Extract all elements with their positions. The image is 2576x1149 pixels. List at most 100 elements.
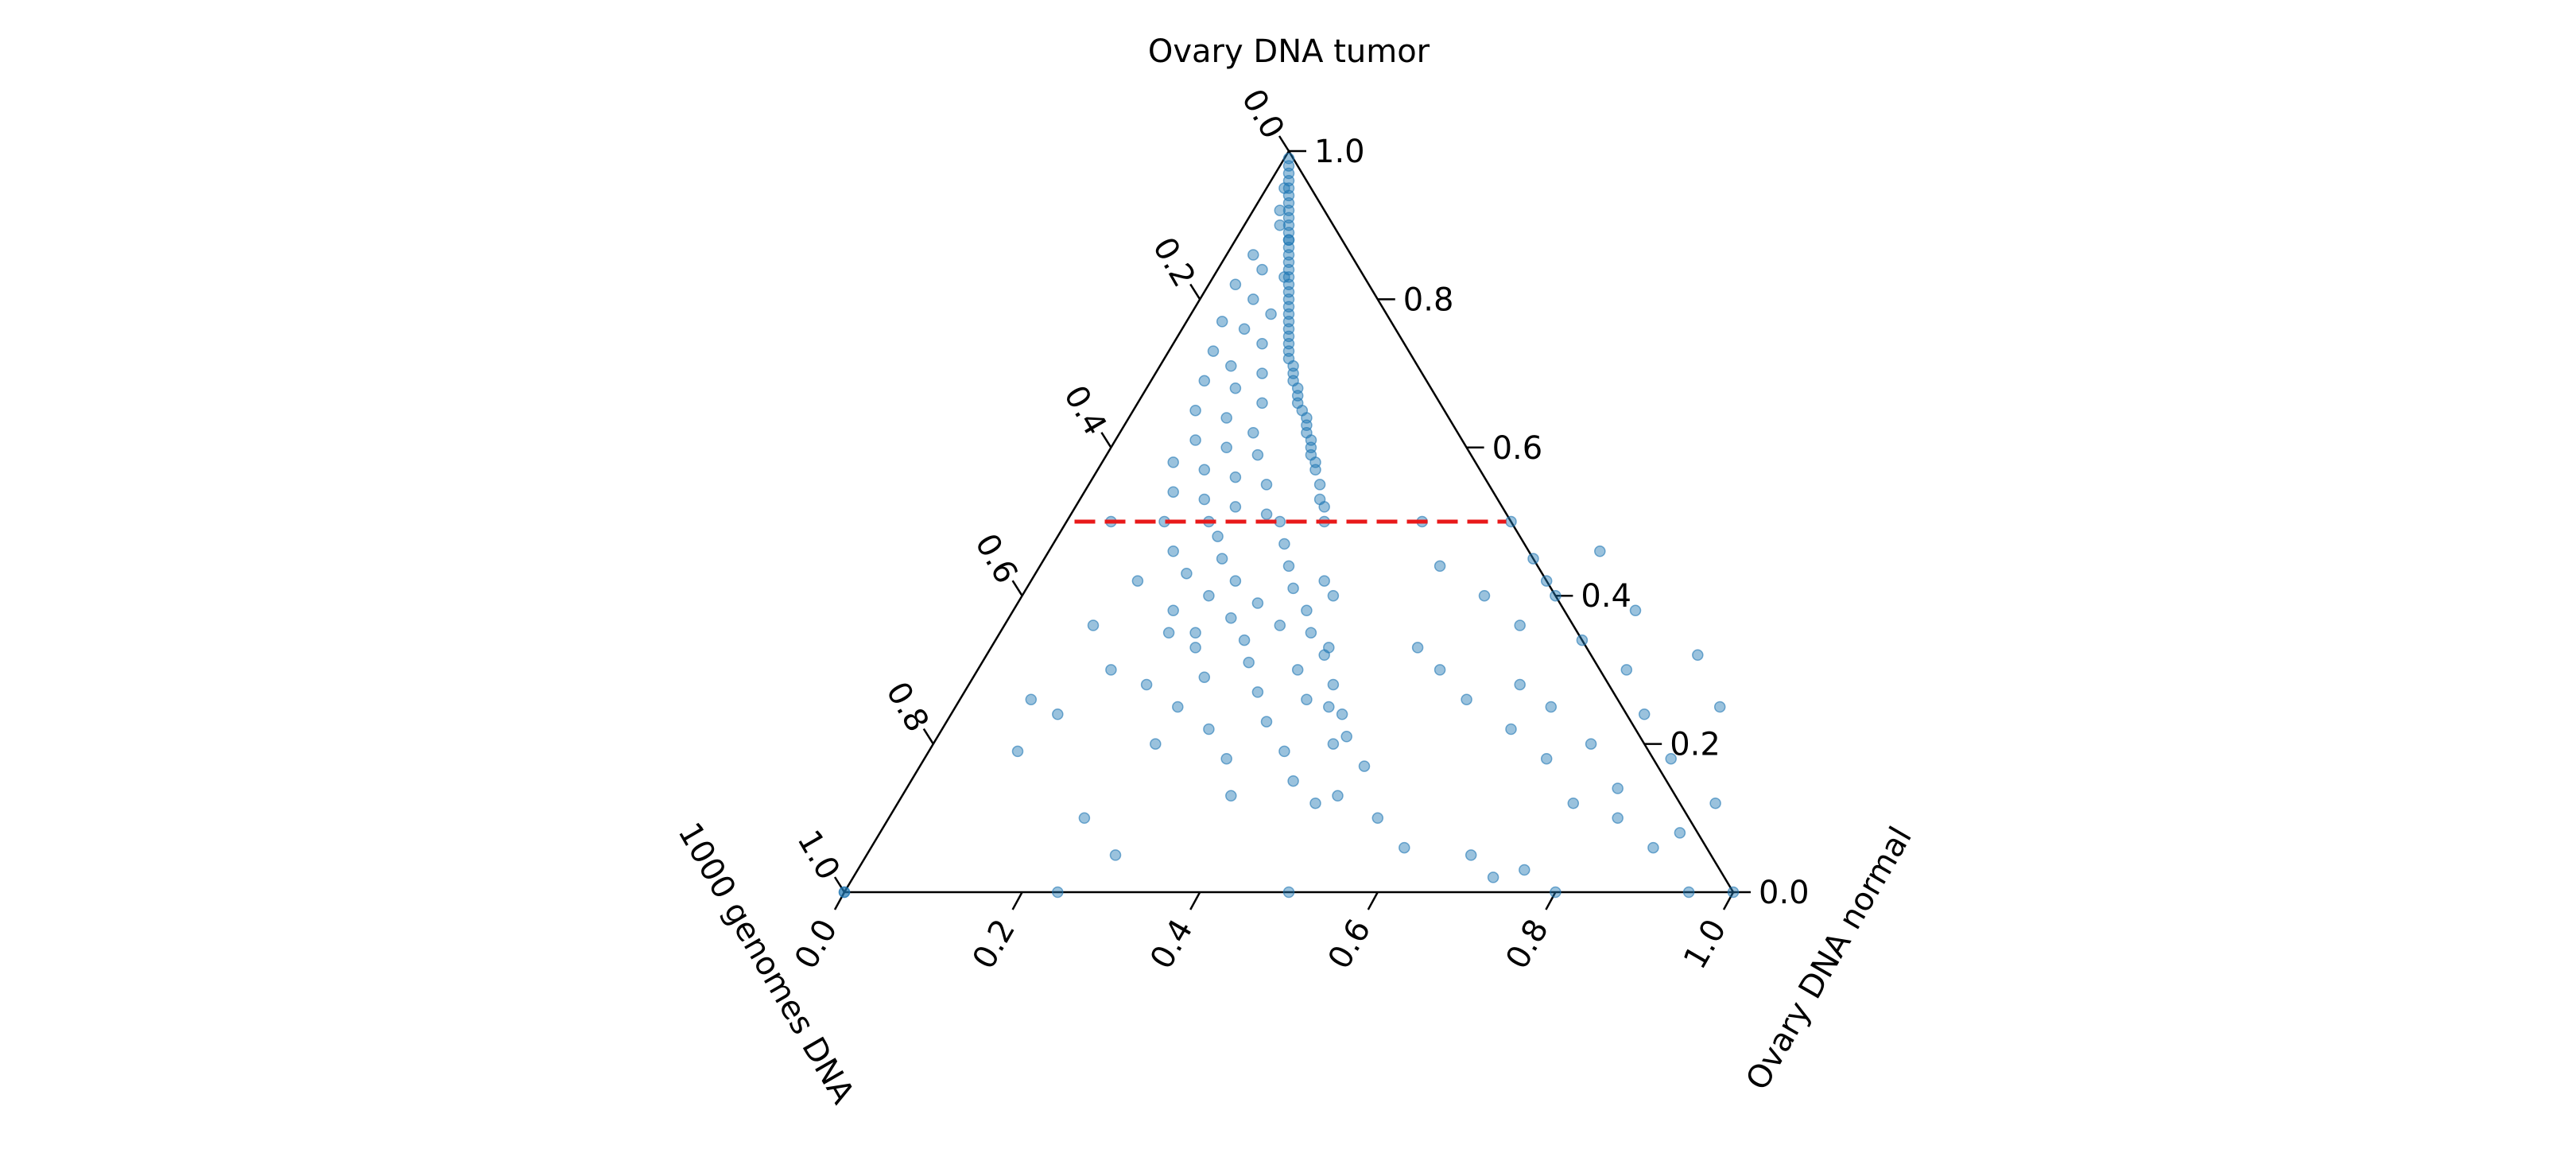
genomes-tick-mark (833, 876, 846, 893)
data-point (1282, 234, 1295, 246)
normal-tick-label: 0.6 (1321, 913, 1379, 975)
data-point (1550, 589, 1562, 602)
tumor-tick-label: 0.2 (1670, 727, 1721, 763)
data-point (1567, 797, 1580, 809)
normal-tick-label: 0.2 (966, 913, 1023, 975)
data-point (1505, 723, 1517, 736)
data-point (1274, 204, 1286, 216)
data-point (1327, 678, 1340, 691)
genomes-tick-label: 0.2 (1146, 231, 1203, 293)
tumor-tick-label: 0.6 (1492, 430, 1543, 467)
data-point (1612, 812, 1624, 825)
data-point (1278, 538, 1290, 550)
genomes-tick-label: 0.6 (968, 528, 1025, 590)
data-point (1301, 604, 1313, 617)
data-point (1238, 323, 1251, 335)
data-point (1140, 678, 1153, 691)
data-point (1545, 701, 1558, 713)
data-point (1189, 642, 1201, 654)
data-point (1247, 293, 1259, 305)
data-point (1189, 627, 1201, 639)
data-point (1433, 560, 1446, 573)
data-point (1087, 619, 1100, 631)
data-point (1647, 841, 1659, 854)
data-point (1274, 219, 1286, 231)
data-point (1674, 827, 1686, 839)
data-point (1327, 738, 1340, 750)
data-point (1225, 611, 1237, 624)
normal-tick-label: 0.4 (1143, 913, 1201, 975)
data-point (1340, 731, 1352, 743)
data-point (1167, 456, 1179, 468)
axis-labels: Ovary DNA tumor Ovary DNA normal 1000 ge… (670, 33, 1919, 1111)
data-point (1105, 664, 1117, 676)
data-point (1278, 182, 1290, 194)
data-point (1336, 708, 1348, 720)
data-point (1318, 501, 1330, 513)
data-point (1399, 841, 1410, 854)
data-point (1189, 404, 1201, 417)
data-point (1203, 589, 1215, 602)
data-point (1229, 278, 1242, 291)
data-point (1514, 619, 1526, 631)
tumor-tick-label: 0.4 (1581, 578, 1631, 615)
data-point (1247, 426, 1259, 439)
data-points (838, 153, 1740, 899)
data-point (1181, 567, 1193, 580)
genomes-tick-label: 0.8 (879, 676, 936, 738)
data-point (1620, 664, 1633, 676)
data-point (1025, 693, 1038, 705)
normal-tick-mark (1545, 891, 1557, 910)
data-point (1358, 760, 1371, 772)
data-point (1167, 545, 1179, 557)
data-point (1198, 671, 1211, 683)
data-point (1309, 464, 1321, 476)
data-point (1238, 634, 1251, 646)
data-point (1109, 849, 1122, 861)
normal-tick-label: 1.0 (1677, 913, 1734, 975)
genomes-tick-label: 0.4 (1057, 379, 1114, 441)
data-point (1465, 849, 1477, 861)
data-point (1052, 708, 1064, 720)
data-point (1251, 597, 1264, 609)
data-point (1052, 886, 1064, 899)
data-point (1256, 367, 1268, 379)
data-point (1629, 604, 1642, 617)
genomes-tick-mark (1278, 135, 1290, 152)
data-point (1251, 448, 1264, 461)
data-point (1550, 886, 1562, 899)
data-point (1274, 619, 1286, 631)
data-point (1229, 575, 1242, 587)
triangle-frame (842, 149, 1736, 894)
data-point (1291, 664, 1304, 676)
data-point (1198, 464, 1211, 476)
data-point (1260, 479, 1273, 491)
genomes-tick-mark (922, 728, 934, 745)
normal-tick-mark (1011, 891, 1023, 910)
tumor-tick-label: 1.0 (1314, 134, 1365, 170)
data-point (1305, 627, 1317, 639)
data-point (1167, 604, 1179, 617)
data-point (1612, 782, 1624, 794)
data-point (1131, 575, 1144, 587)
data-point (1318, 649, 1330, 662)
data-point (1256, 397, 1268, 410)
data-point (1256, 338, 1268, 350)
data-point (1709, 797, 1721, 809)
top-axis-label: Ovary DNA tumor (1148, 33, 1430, 70)
data-point (1309, 797, 1321, 809)
data-point (1594, 545, 1606, 557)
right-axis-label: Ovary DNA normal (1739, 821, 1919, 1096)
triangle-outline (842, 149, 1736, 894)
data-point (1461, 693, 1472, 705)
genomes-tick-label: 0.0 (1234, 83, 1291, 145)
data-point (1172, 701, 1184, 713)
data-point (1198, 493, 1211, 506)
data-point (1301, 693, 1313, 705)
data-point (1251, 686, 1264, 698)
data-point (1229, 471, 1242, 483)
tumor-tick-label: 0.8 (1403, 281, 1454, 318)
data-point (1229, 382, 1242, 394)
data-point (1371, 812, 1384, 825)
